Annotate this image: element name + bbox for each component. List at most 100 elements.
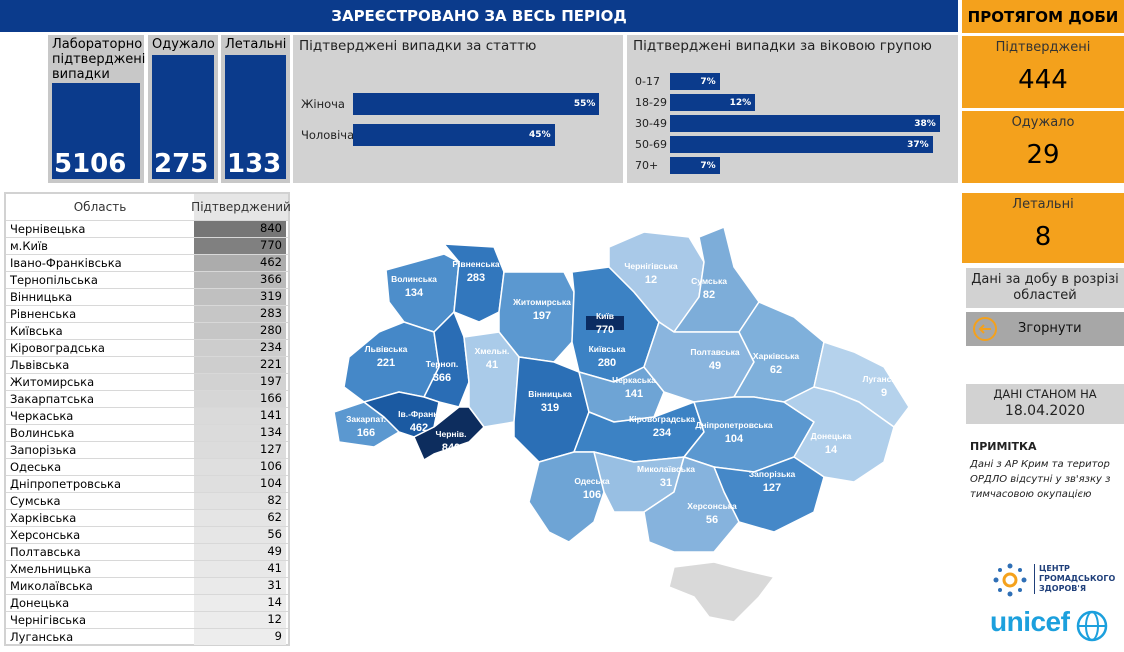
sex-bar-bar[interactable]: 55% xyxy=(353,93,600,115)
map-region-value: 41 xyxy=(486,359,498,371)
table-row[interactable]: Кіровоградська 234 xyxy=(6,339,288,356)
map-svg: Волинська 134 Рівненська 283 Житомирська 197 К… xyxy=(333,226,910,623)
table-cell-confirmed: 134 xyxy=(194,425,286,441)
map-region-name: Львівська xyxy=(365,344,408,354)
map-region-value: 62 xyxy=(770,364,782,376)
table-row[interactable]: Київська 280 xyxy=(6,322,288,339)
table-cell-region: Донецька xyxy=(10,596,70,610)
table-row[interactable]: м.Київ 770 xyxy=(6,237,288,254)
table-row[interactable]: Сумська 82 xyxy=(6,492,288,509)
table-cell-region: Кіровоградська xyxy=(10,341,105,355)
table-row[interactable]: Вінницька 319 xyxy=(6,288,288,305)
note-body: Дані з АР Крим та територ ОРДЛО відсутні… xyxy=(970,459,1111,500)
daily-deaths-label: Летальні xyxy=(1012,197,1074,212)
table-cell-region: Одеська xyxy=(10,460,62,474)
map-region-name: Херсонська xyxy=(687,501,737,511)
data-as-of-label: ДАНІ СТАНОМ НА xyxy=(993,387,1097,401)
regional-daily-button[interactable]: Дані за добу в розрізі областей xyxy=(966,268,1124,308)
age-bar-label: 50-69 xyxy=(635,138,667,151)
table-cell-confirmed: 56 xyxy=(194,527,286,543)
daily-confirmed-value: 444 xyxy=(1018,65,1068,95)
age-bar-bar[interactable]: 37% xyxy=(670,136,933,153)
daily-deaths: Летальні 8 xyxy=(962,193,1124,263)
table-row[interactable]: Волинська 134 xyxy=(6,424,288,441)
unicef-globe-icon xyxy=(1076,610,1108,642)
table-row[interactable]: Одеська 106 xyxy=(6,458,288,475)
table-cell-confirmed: 283 xyxy=(194,306,286,322)
table-cell-region: Рівненська xyxy=(10,307,77,321)
table-row[interactable]: Херсонська 56 xyxy=(6,526,288,543)
ukraine-map: Волинська 134 Рівненська 283 Житомирська 197 К… xyxy=(294,192,958,646)
unicef-logo: unicef xyxy=(990,606,1108,646)
table-row[interactable]: Чернігівська 12 xyxy=(6,611,288,628)
table-row[interactable]: Луганська 9 xyxy=(6,628,288,645)
sex-bar-row: Жіноча 55% xyxy=(293,93,623,115)
kpi-confirmed-value: 5106 xyxy=(54,149,127,179)
table-cell-confirmed: 9 xyxy=(194,629,286,645)
table-cell-region: м.Київ xyxy=(10,239,48,253)
map-region-name: Терноп. xyxy=(426,359,459,369)
region-rivne xyxy=(443,243,505,323)
kpi-recovered: Одужало 275 xyxy=(148,35,218,183)
phc-logo-icon xyxy=(993,563,1027,597)
region-odesa xyxy=(528,451,605,543)
table-cell-confirmed: 319 xyxy=(194,289,286,305)
sex-chart-title: Підтверджені випадки за статтю xyxy=(299,38,537,54)
table-row[interactable]: Львівська 221 xyxy=(6,356,288,373)
age-bar-bar[interactable]: 7% xyxy=(670,157,720,174)
table-row[interactable]: Житомирська 197 xyxy=(6,373,288,390)
sex-bar-label: Чоловіча xyxy=(301,128,355,142)
map-region-value: 14 xyxy=(825,444,838,456)
table-cell-region: Дніпропетровська xyxy=(10,477,122,491)
phc-logo-text: ЦЕНТР ГРОМАДСЬКОГО ЗДОРОВ'Я xyxy=(1034,564,1115,594)
table-cell-confirmed: 127 xyxy=(194,442,286,458)
map-region-value: 366 xyxy=(433,372,451,384)
map-region-name: Полтавська xyxy=(690,347,740,357)
map-region-name: Черкаська xyxy=(612,375,656,385)
unicef-logo-text: unicef xyxy=(990,606,1070,637)
age-bar-bar[interactable]: 38% xyxy=(670,115,940,132)
map-region-name: Чернігівська xyxy=(624,261,678,271)
map-region-value: 197 xyxy=(533,310,551,322)
table-row[interactable]: Закарпатська 166 xyxy=(6,390,288,407)
sex-bar-bar[interactable]: 45% xyxy=(353,124,555,146)
table-row[interactable]: Хмельницька 41 xyxy=(6,560,288,577)
daily-header: ПРОТЯГОМ ДОБИ xyxy=(962,0,1124,33)
map-region-name: Волинська xyxy=(391,274,437,284)
period-header: ЗАРЕЄСТРОВАНО ЗА ВЕСЬ ПЕРІОД xyxy=(0,0,958,32)
age-bar-value: 37% xyxy=(907,139,929,150)
table-row[interactable]: Івано-Франківська 462 xyxy=(6,254,288,271)
col-header-region[interactable]: Область xyxy=(73,200,127,214)
table-row[interactable]: Дніпропетровська 104 xyxy=(6,475,288,492)
table-row[interactable]: Миколаївська 31 xyxy=(6,577,288,594)
table-cell-confirmed: 41 xyxy=(194,561,286,577)
map-region-name: Вінницька xyxy=(528,389,572,399)
age-bar-bar[interactable]: 7% xyxy=(670,73,720,90)
table-row[interactable]: Харківська 62 xyxy=(6,509,288,526)
table-cell-region: Хмельницька xyxy=(10,562,92,576)
table-row[interactable]: Донецька 14 xyxy=(6,594,288,611)
age-bar-row: 18-29 12% xyxy=(627,94,958,111)
map-region-name: Одеська xyxy=(574,476,610,486)
table-cell-confirmed: 62 xyxy=(194,510,286,526)
map-region-value: 127 xyxy=(763,482,781,494)
table-row[interactable]: Чернівецька 840 xyxy=(6,220,288,237)
table-cell-region: Херсонська xyxy=(10,528,81,542)
table-row[interactable]: Рівненська 283 xyxy=(6,305,288,322)
map-region-name: Київ xyxy=(596,311,614,321)
age-bar-bar[interactable]: 12% xyxy=(670,94,756,111)
table-row[interactable]: Тернопільська 366 xyxy=(6,271,288,288)
col-header-confirmed[interactable]: Підтверджений xyxy=(191,194,291,220)
region-donetsk xyxy=(783,386,895,483)
age-bar-row: 0-17 7% xyxy=(627,73,958,90)
table-row[interactable]: Полтавська 49 xyxy=(6,543,288,560)
map-region-name: Ів.-Франк. xyxy=(398,409,440,419)
table-cell-region: Сумська xyxy=(10,494,61,508)
collapse-button[interactable]: Згорнути xyxy=(966,312,1124,346)
age-bar-value: 7% xyxy=(700,160,716,171)
table-cell-confirmed: 197 xyxy=(194,374,286,390)
table-cell-confirmed: 221 xyxy=(194,357,286,373)
table-row[interactable]: Запорізька 127 xyxy=(6,441,288,458)
table-row[interactable]: Черкаська 141 xyxy=(6,407,288,424)
sex-chart-panel: Підтверджені випадки за статтю Жіноча 55%… xyxy=(293,35,623,183)
